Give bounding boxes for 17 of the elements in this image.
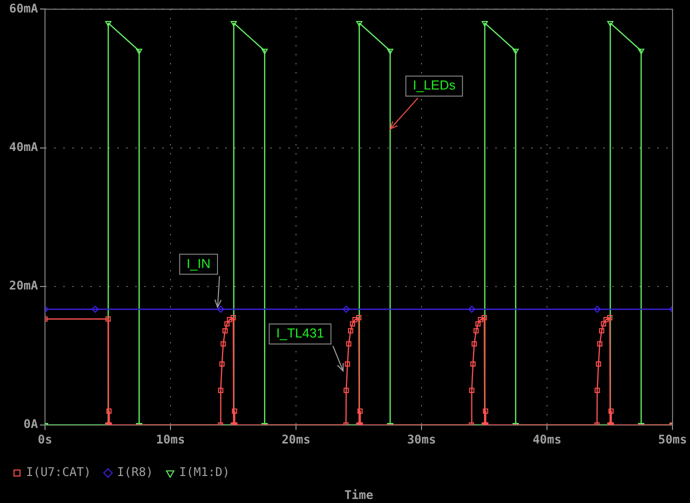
x-tick-label: 30ms bbox=[407, 432, 436, 446]
y-tick-label: 40mA bbox=[9, 140, 39, 154]
annotation: I_TL431 bbox=[276, 326, 324, 341]
x-tick-label: 20ms bbox=[282, 432, 310, 446]
annotation: I_LEDs bbox=[412, 78, 456, 93]
y-tick-label: 0A bbox=[24, 417, 39, 432]
x-tick-label: 40ms bbox=[532, 432, 562, 446]
legend-label: I(M1:D) bbox=[179, 465, 230, 480]
x-axis-title: Time bbox=[344, 488, 374, 502]
annotation: I_IN bbox=[186, 256, 210, 271]
legend-label: I(U7:CAT) bbox=[26, 465, 92, 480]
legend-label: I(R8) bbox=[117, 465, 154, 480]
y-tick-label: 20mA bbox=[9, 278, 39, 293]
x-tick-label: 0s bbox=[38, 432, 52, 446]
x-tick-label: 50ms bbox=[658, 432, 688, 446]
y-tick-label: 60mA bbox=[9, 1, 39, 16]
x-tick-label: 10ms bbox=[156, 432, 185, 446]
